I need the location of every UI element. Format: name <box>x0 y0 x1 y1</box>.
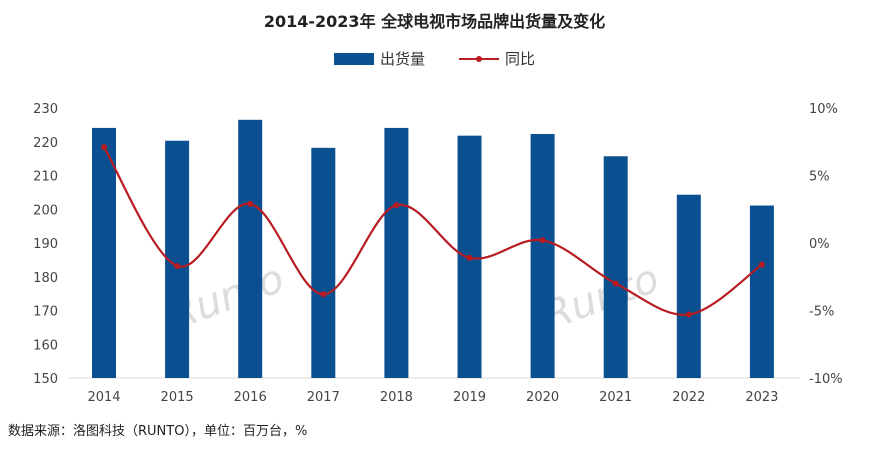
bar <box>311 147 336 378</box>
x-axis-tick: 2022 <box>672 390 705 405</box>
left-axis-tick: 200 <box>33 203 58 218</box>
x-axis-tick: 2023 <box>745 390 778 405</box>
yoy-point <box>320 291 327 298</box>
bar <box>749 205 774 378</box>
legend-item-yoy: 同比 <box>459 48 535 69</box>
right-axis-tick: -10% <box>809 372 843 387</box>
x-axis-tick: 2021 <box>599 390 632 405</box>
yoy-point <box>101 144 107 151</box>
yoy-point <box>612 280 619 287</box>
right-axis-tick: 5% <box>809 170 830 185</box>
yoy-point <box>393 202 400 209</box>
x-axis-tick: 2017 <box>307 390 340 405</box>
right-axis-tick: -5% <box>809 305 834 320</box>
right-axis-tick: 10% <box>809 102 838 117</box>
bar <box>530 133 555 378</box>
yoy-point <box>174 262 181 269</box>
x-axis-tick: 2015 <box>161 390 194 405</box>
left-axis-tick: 170 <box>33 305 58 320</box>
bar <box>603 156 628 378</box>
left-axis-tick: 180 <box>33 271 58 286</box>
legend-label: 出货量 <box>379 50 425 68</box>
x-axis-tick: 2016 <box>234 390 267 405</box>
left-axis-tick: 190 <box>33 237 58 252</box>
right-axis-tick: 0% <box>809 237 830 252</box>
left-axis-tick: 150 <box>33 372 58 387</box>
watermark: Runto <box>538 256 665 340</box>
left-axis-tick: 160 <box>33 338 58 353</box>
legend-item-shipments: 出货量 <box>333 48 425 69</box>
bar <box>676 194 701 378</box>
yoy-line <box>103 146 763 316</box>
left-axis-tick: 230 <box>33 102 58 117</box>
chart-title: 2014-2023年 全球电视市场品牌出货量及变化 <box>263 12 606 31</box>
x-axis-tick: 2020 <box>526 390 559 405</box>
legend: 出货量 同比 <box>0 48 869 69</box>
bar <box>384 127 409 378</box>
x-axis-tick: 2018 <box>380 390 413 405</box>
x-axis-tick: 2019 <box>453 390 486 405</box>
left-axis-tick: 220 <box>33 136 58 151</box>
x-axis-tick: 2014 <box>87 390 120 405</box>
yoy-point <box>685 311 692 318</box>
source-note: 数据来源：洛图科技（RUNTO），单位：百万台，% <box>8 424 308 439</box>
yoy-point <box>466 254 473 261</box>
legend-label: 同比 <box>505 50 536 68</box>
yoy-point <box>539 237 546 244</box>
bar <box>238 119 263 378</box>
yoy-point <box>247 200 254 207</box>
legend-line-swatch <box>459 52 499 66</box>
left-axis-tick: 210 <box>33 170 58 185</box>
yoy-point <box>758 261 765 268</box>
legend-bar-swatch <box>333 52 374 65</box>
bar <box>92 127 116 378</box>
